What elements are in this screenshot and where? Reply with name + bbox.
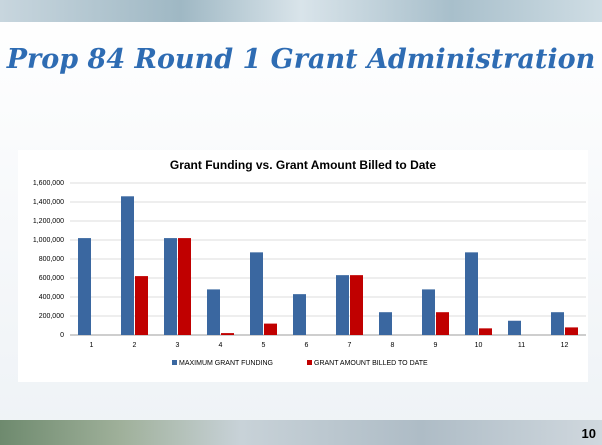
slide: Prop 84 Round 1 Grant Administration Gra… bbox=[0, 0, 602, 445]
y-tick-label: 200,000 bbox=[39, 313, 64, 320]
x-tick-label: 9 bbox=[434, 342, 438, 349]
bar bbox=[379, 312, 392, 335]
y-tick-label: 1,600,000 bbox=[33, 180, 64, 187]
bar bbox=[121, 196, 134, 335]
legend-label: GRANT AMOUNT BILLED TO DATE bbox=[314, 360, 428, 367]
y-tick-label: 1,400,000 bbox=[33, 199, 64, 206]
bar bbox=[436, 312, 449, 335]
bar bbox=[221, 333, 234, 335]
y-tick-label: 600,000 bbox=[39, 275, 64, 282]
legend-label: MAXIMUM GRANT FUNDING bbox=[179, 360, 273, 367]
page-number: 10 bbox=[582, 426, 596, 441]
x-tick-label: 4 bbox=[219, 342, 223, 349]
y-tick-label: 1,200,000 bbox=[33, 218, 64, 225]
bar bbox=[207, 289, 220, 335]
bar bbox=[178, 238, 191, 335]
x-tick-label: 10 bbox=[475, 342, 483, 349]
bar bbox=[336, 275, 349, 335]
bar bbox=[508, 321, 521, 335]
x-tick-label: 8 bbox=[391, 342, 395, 349]
bar bbox=[479, 328, 492, 335]
y-tick-label: 1,000,000 bbox=[33, 237, 64, 244]
chart: Grant Funding vs. Grant Amount Billed to… bbox=[0, 0, 602, 445]
y-tick-label: 400,000 bbox=[39, 294, 64, 301]
bar bbox=[565, 327, 578, 335]
bar bbox=[135, 276, 148, 335]
x-tick-label: 7 bbox=[348, 342, 352, 349]
legend-swatch bbox=[172, 360, 177, 365]
bar bbox=[551, 312, 564, 335]
legend-swatch bbox=[307, 360, 312, 365]
bar bbox=[422, 289, 435, 335]
chart-title: Grant Funding vs. Grant Amount Billed to… bbox=[170, 158, 437, 172]
bar bbox=[350, 275, 363, 335]
bar bbox=[78, 238, 91, 335]
bar bbox=[164, 238, 177, 335]
chart-area bbox=[18, 150, 588, 382]
bar bbox=[264, 324, 277, 335]
footer-image bbox=[0, 420, 602, 445]
x-tick-label: 11 bbox=[518, 342, 525, 349]
x-tick-label: 12 bbox=[561, 342, 569, 349]
y-tick-label: 0 bbox=[60, 332, 64, 339]
bar bbox=[465, 252, 478, 335]
y-tick-label: 800,000 bbox=[39, 256, 64, 263]
x-tick-label: 3 bbox=[176, 342, 180, 349]
x-tick-label: 2 bbox=[133, 342, 137, 349]
bar bbox=[293, 294, 306, 335]
x-tick-label: 6 bbox=[305, 342, 309, 349]
x-tick-label: 5 bbox=[262, 342, 266, 349]
x-tick-label: 1 bbox=[90, 342, 94, 349]
bar bbox=[250, 252, 263, 335]
